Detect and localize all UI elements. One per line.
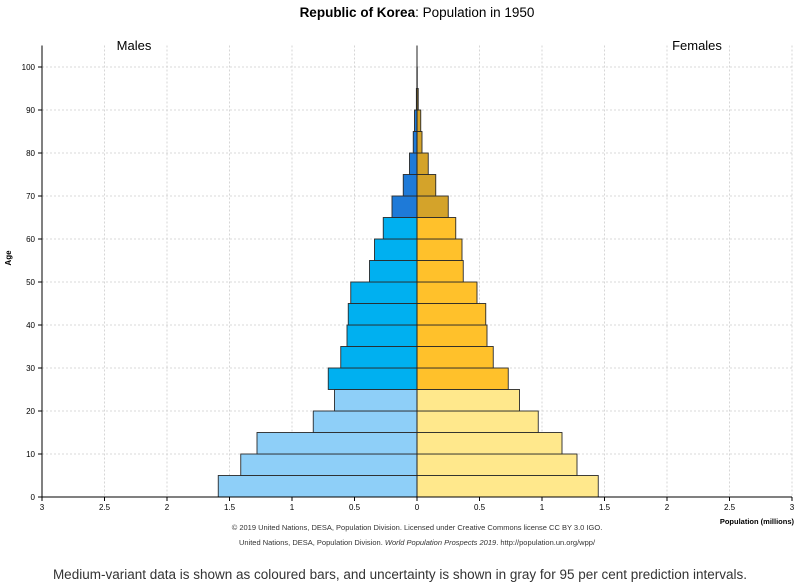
female-bar-5-9 [416,453,578,476]
chart-svg: Republic of Korea: Population in 1950 0 1… [4,5,795,547]
female-bar-20-24 [416,389,520,412]
female-bar-40-44 [416,303,487,326]
male-bar-5-9 [240,453,418,476]
y-tick-label-1: 10 [26,450,35,459]
y-axis-label: Age [4,250,13,266]
female-bar-85-89 [416,109,422,132]
female-bar-65-69 [416,195,449,218]
x-tick-label-10: 2 [665,503,670,512]
y-tick-label-10: 100 [22,63,36,72]
female-bar-25-29 [416,367,509,390]
female-bar-15-19 [416,410,539,433]
male-bar-55-59 [374,238,418,261]
y-tick-label-7: 70 [26,192,35,201]
x-axis-label: Population (millions) [720,517,795,526]
y-tick-label-5: 50 [26,278,35,287]
female-bar-10-14 [416,432,563,455]
female-bar-45-49 [416,281,478,304]
male-bar-35-39 [346,324,418,347]
x-tick-label-11: 2.5 [724,503,736,512]
credit-line-2-url: . http://population.un.org/wpp/ [496,538,596,547]
y-tick-label-2: 20 [26,407,35,416]
male-bar-65-69 [391,195,418,218]
credit-line-2-org: United Nations, DESA, Population Divisio… [239,538,383,547]
y-tick-label-0: 0 [31,493,36,502]
x-tick-label-1: 2.5 [99,503,111,512]
male-bar-20-24 [334,389,418,412]
chart-title-country: Republic of Korea [300,5,416,20]
x-tick-label-12: 3 [790,503,795,512]
x-tick-label-3: 1.5 [224,503,236,512]
y-tick-label-6: 60 [26,235,35,244]
x-tick-label-0: 3 [40,503,45,512]
y-tick-label-9: 90 [26,106,35,115]
chart-title: Republic of Korea: Population in 1950 [300,5,535,20]
male-bar-30-34 [340,346,418,369]
male-bar-75-79 [409,152,418,175]
male-bar-80-84 [412,131,418,154]
axes: 0 10 20 30 40 50 60 70 80 90 100 3 2.5 2 1.5 1 0.5 0 0.5 1 1… [22,45,795,512]
male-bar-60-64 [382,217,418,240]
x-tick-label-4: 1 [290,503,295,512]
credit-line-2: United Nations, DESA, Population Divisio… [239,538,596,547]
male-bar-70-74 [402,174,418,197]
x-tick-label-9: 1.5 [599,503,611,512]
x-tick-label-2: 2 [165,503,170,512]
male-bar-45-49 [350,281,418,304]
y-tick-label-8: 80 [26,149,35,158]
male-bar-40-44 [347,303,418,326]
female-bar-35-39 [416,324,488,347]
male-bar-15-19 [312,410,418,433]
male-bar-50-54 [369,260,418,283]
panel-label-females: Females [672,38,722,53]
y-tick-label-3: 30 [26,364,35,373]
y-tick-label-4: 40 [26,321,35,330]
panel-label-males: Males [117,38,152,53]
x-tick-label-7: 0.5 [474,503,486,512]
x-tick-label-5: 0.5 [349,503,361,512]
credit-line-1: © 2019 United Nations, DESA, Population … [232,523,603,532]
female-bar-50-54 [416,260,464,283]
female-bar-75-79 [416,152,429,175]
female-bar-70-74 [416,174,437,197]
credit-line-2-publication: World Population Prospects 2019 [385,538,497,547]
x-tick-label-8: 1 [540,503,545,512]
x-tick-label-6: 0 [415,503,420,512]
male-bar-10-14 [256,432,418,455]
chart-caption: Medium-variant data is shown as coloured… [52,567,748,582]
female-bar-0-4 [416,475,599,498]
female-bar-60-64 [416,217,457,240]
female-bar-80-84 [416,131,423,154]
female-bar-55-59 [416,238,463,261]
male-bar-0-4 [217,475,418,498]
female-bar-30-34 [416,346,494,369]
chart-title-rest: : Population in 1950 [415,5,534,20]
bars [217,66,599,498]
male-bar-25-29 [327,367,418,390]
